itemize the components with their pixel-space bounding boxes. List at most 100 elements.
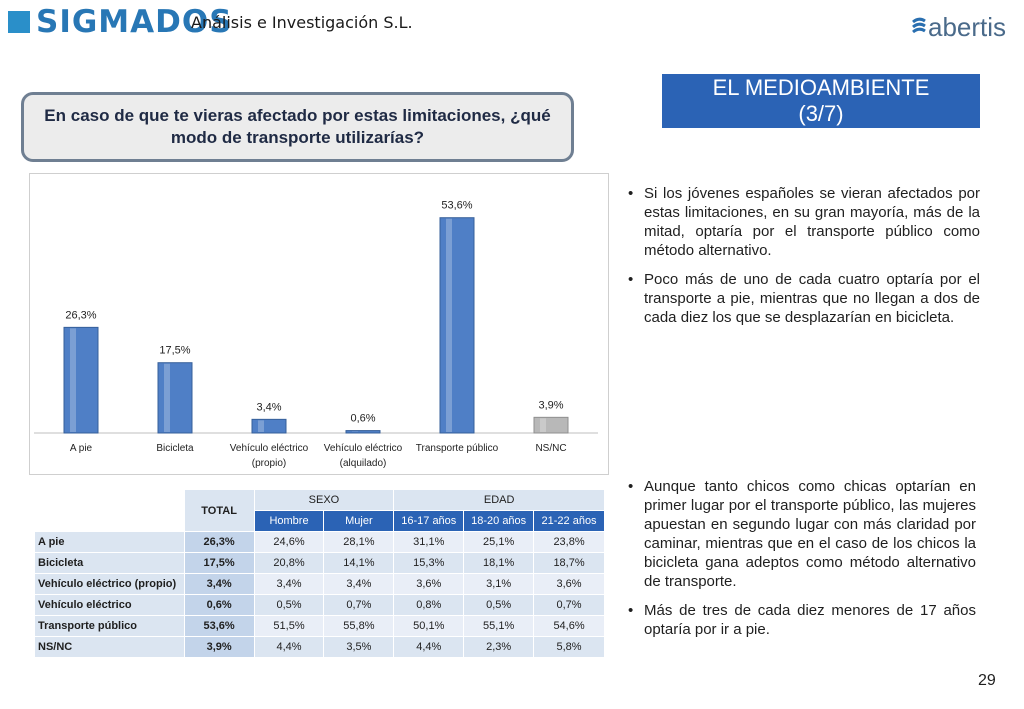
row-label: Transporte público: [34, 615, 185, 637]
cell: 3,4%: [253, 573, 325, 595]
cell-total: 17,5%: [183, 552, 255, 574]
cell-total: 53,6%: [183, 615, 255, 637]
cell: 0,7%: [323, 594, 395, 616]
page-number: 29: [978, 672, 996, 689]
header-sexo: SEXO: [253, 489, 395, 511]
row-label: A pie: [34, 531, 185, 553]
bar-highlight: [540, 418, 546, 432]
bar: [439, 217, 475, 434]
abertis-wordmark: abertis: [928, 12, 1007, 42]
bar-highlight: [446, 218, 452, 432]
header-16-17: 16-17 años: [393, 510, 465, 532]
cell: 54,6%: [533, 615, 605, 637]
cell: 50,1%: [393, 615, 465, 637]
table-corner: [34, 489, 185, 532]
cell: 55,8%: [323, 615, 395, 637]
header-edad: EDAD: [393, 489, 605, 511]
row-label: Vehículo eléctrico (propio): [34, 573, 185, 595]
cell: 55,1%: [463, 615, 535, 637]
cell: 25,1%: [463, 531, 535, 553]
bar-chart-svg: 26,3% A pie 17,5% Bicicleta 3,4% Vehículo elé…: [34, 200, 598, 469]
cell: 4,4%: [253, 636, 325, 658]
table-row: NS/NC 3,9% 4,4% 3,5% 4,4% 2,3% 5,8%: [34, 636, 605, 658]
cell-total: 3,4%: [183, 573, 255, 595]
cell: 0,5%: [463, 594, 535, 616]
bar: [533, 416, 569, 434]
bar-highlight: [164, 363, 170, 432]
bullets-top: Si los jóvenes españoles se vieran afect…: [624, 184, 980, 337]
cell-total: 26,3%: [183, 531, 255, 553]
bullet-item: Poco más de uno de cada cuatro optaría p…: [624, 270, 980, 327]
crosstab-table: TOTAL SEXO EDAD Hombre Mujer 16-17 años …: [34, 489, 605, 658]
header-18-20: 18-20 años: [463, 510, 535, 532]
table-row: A pie 26,3% 24,6% 28,1% 31,1% 25,1% 23,8…: [34, 531, 605, 553]
cell-total: 3,9%: [183, 636, 255, 658]
bar: [251, 418, 287, 434]
x-tick-label: Transporte público: [416, 443, 499, 454]
table-row: Vehículo eléctrico (propio) 3,4% 3,4% 3,…: [34, 573, 605, 595]
cell: 23,8%: [533, 531, 605, 553]
cell: 31,1%: [393, 531, 465, 553]
cell: 28,1%: [323, 531, 395, 553]
cell: 3,6%: [393, 573, 465, 595]
question-box: En caso de que te vieras afectado por es…: [21, 92, 574, 162]
cell: 3,1%: [463, 573, 535, 595]
x-tick-label: Bicicleta: [156, 443, 194, 454]
cell: 0,5%: [253, 594, 325, 616]
header-mujer: Mujer: [323, 510, 395, 532]
x-tick-label: A pie: [70, 443, 93, 454]
abertis-mark-icon: [912, 17, 926, 34]
question-text: En caso de que te vieras afectado por es…: [44, 106, 551, 147]
cell-total: 0,6%: [183, 594, 255, 616]
cell: 14,1%: [323, 552, 395, 574]
table-row: Vehículo eléctrico 0,6% 0,5% 0,7% 0,8% 0…: [34, 594, 605, 616]
x-tick-label: Vehículo eléctrico: [230, 443, 309, 454]
bullet-item: Más de tres de cada diez menores de 17 a…: [624, 601, 976, 639]
cell: 24,6%: [253, 531, 325, 553]
data-label: 26,3%: [65, 309, 96, 321]
header-hombre: Hombre: [253, 510, 325, 532]
bar-chart: 26,3% A pie 17,5% Bicicleta 3,4% Vehículo elé…: [29, 173, 609, 475]
header-total: TOTAL: [183, 489, 255, 532]
bullet-item: Aunque tanto chicos como chicas optarían…: [624, 477, 976, 591]
cell: 51,5%: [253, 615, 325, 637]
bullets-bottom: Aunque tanto chicos como chicas optarían…: [624, 477, 976, 649]
cell: 3,6%: [533, 573, 605, 595]
data-label: 3,4%: [256, 401, 281, 413]
bar: [63, 326, 99, 434]
bar: [345, 430, 381, 434]
table-row: Bicicleta 17,5% 20,8% 14,1% 15,3% 18,1% …: [34, 552, 605, 574]
row-label: Bicicleta: [34, 552, 185, 574]
section-title-line2: (3/7): [798, 101, 844, 126]
section-title: EL MEDIOAMBIENTE (3/7): [662, 74, 980, 128]
data-label: 53,6%: [441, 200, 472, 212]
section-title-line1: EL MEDIOAMBIENTE: [712, 75, 930, 100]
sigmados-logo-mark: [8, 11, 30, 33]
row-label: Vehículo eléctrico: [34, 594, 185, 616]
cell: 0,7%: [533, 594, 605, 616]
x-tick-label: (alquilado): [340, 458, 387, 469]
data-label: 17,5%: [159, 345, 190, 357]
cell: 4,4%: [393, 636, 465, 658]
cell: 0,8%: [393, 594, 465, 616]
cell: 5,8%: [533, 636, 605, 658]
bar-highlight: [70, 328, 76, 432]
data-label: 3,9%: [538, 399, 563, 411]
cell: 18,1%: [463, 552, 535, 574]
sigmados-logo: SIGMADOS: [36, 4, 233, 40]
data-label: 0,6%: [350, 413, 375, 425]
x-tick-label: Vehículo eléctrico: [324, 443, 403, 454]
table-row: Transporte público 53,6% 51,5% 55,8% 50,…: [34, 615, 605, 637]
cell: 15,3%: [393, 552, 465, 574]
header-21-22: 21-22 años: [533, 510, 605, 532]
x-tick-label: NS/NC: [535, 443, 566, 454]
row-label: NS/NC: [34, 636, 185, 658]
cell: 2,3%: [463, 636, 535, 658]
cell: 18,7%: [533, 552, 605, 574]
company-name: Análisis e Investigación S.L.: [191, 13, 413, 32]
bar: [157, 362, 193, 434]
cell: 3,4%: [323, 573, 395, 595]
bullet-item: Si los jóvenes españoles se vieran afect…: [624, 184, 980, 260]
x-tick-label: (propio): [252, 458, 286, 469]
bar-highlight: [258, 420, 264, 432]
